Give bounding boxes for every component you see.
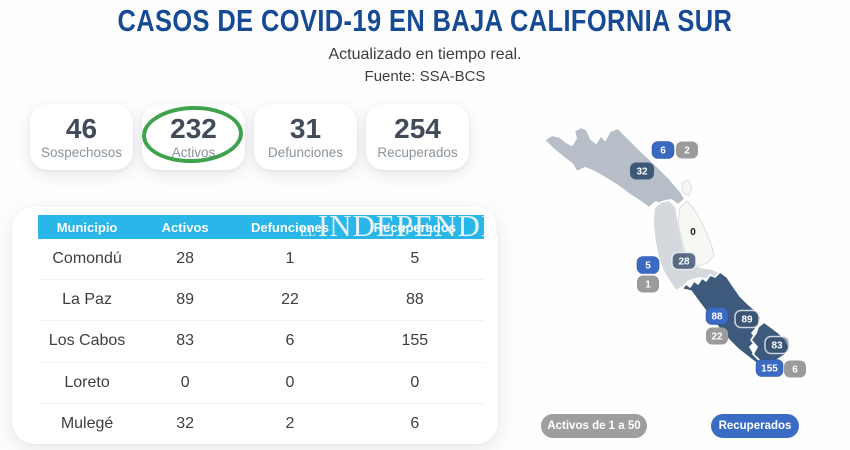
svg-text:155: 155 — [761, 364, 778, 375]
cell-activos: 28 — [176, 250, 195, 268]
stat-card-activos: 232 Activos — [142, 104, 245, 170]
cell-recuperados: 6 — [410, 415, 420, 433]
stat-card-defunciones: 31 Defunciones — [254, 104, 357, 170]
cell-recuperados: 155 — [401, 332, 429, 350]
stat-value: 46 — [65, 113, 98, 145]
table-row-loscabos: Los Cabos 83 6 155 — [38, 321, 484, 363]
table-row-comondu: Comondú 28 1 5 — [38, 239, 484, 281]
stat-label: Recuperados — [377, 144, 458, 160]
svg-text:88: 88 — [711, 312, 723, 323]
legend-button-recuperados[interactable]: Recuperados — [711, 414, 799, 438]
cell-defunciones: 22 — [281, 291, 299, 309]
cell-activos: 89 — [176, 291, 195, 309]
cell-defunciones: 2 — [285, 415, 295, 433]
cell-defunciones: 1 — [285, 250, 295, 268]
svg-text:6: 6 — [792, 365, 798, 376]
table-body: Comondú 28 1 5 La Paz 89 22 88 Los Cabos… — [38, 239, 484, 444]
map-badge-comondu-defunciones: 1 — [637, 275, 659, 293]
map-badge-loscabos-activos: 83 — [764, 335, 790, 355]
svg-text:89: 89 — [741, 315, 753, 326]
svg-text:1: 1 — [645, 280, 651, 291]
page-subtitle: Actualizado en tiempo real. — [328, 46, 522, 63]
stat-card-recuperados: 254 Recuperados — [366, 104, 469, 170]
stat-value: 31 — [289, 113, 322, 145]
data-source: Fuente: SSA-BCS — [364, 68, 486, 85]
cell-municipio: Loreto — [64, 373, 110, 391]
stat-card-sospechosos: 46 Sospechosos — [30, 104, 133, 170]
map-region-mulege[interactable] — [543, 126, 686, 209]
cell-municipio: Los Cabos — [48, 332, 126, 350]
col-header-municipio: Municipio — [56, 219, 118, 235]
map-region-loreto[interactable] — [677, 200, 715, 267]
table-row-loreto: Loreto 0 0 0 — [38, 363, 484, 404]
svg-text:28: 28 — [678, 257, 690, 268]
svg-text:2: 2 — [684, 146, 690, 157]
stat-label: Activos — [171, 144, 216, 160]
map-badge-mulege-activos: 32 — [630, 162, 654, 180]
map-region-loreto-sliver — [681, 179, 693, 197]
cell-municipio: La Paz — [62, 291, 112, 309]
svg-text:22: 22 — [711, 332, 723, 343]
municipality-table-card: Municipio Activos Defunciones Recuperado… — [12, 207, 498, 444]
stat-value: 254 — [394, 113, 441, 145]
col-header-recuperados: Recuperados — [373, 219, 457, 235]
map-badge-lapaz-defunciones: 22 — [706, 327, 728, 345]
map-badge-comondu-recuperados: 5 — [636, 256, 660, 274]
stat-label: Sospechosos — [40, 144, 123, 160]
cell-activos: 83 — [176, 332, 195, 350]
cell-activos: 0 — [180, 373, 190, 391]
map-badge-comondu-activos: 28 — [671, 251, 697, 271]
bcs-choropleth-map: 0 6 2 32 5 28 1 88 — [543, 126, 806, 378]
col-header-defunciones: Defunciones — [250, 219, 329, 235]
table-header-row: Municipio Activos Defunciones Recuperado… — [38, 215, 484, 239]
svg-text:6: 6 — [660, 146, 666, 157]
cell-defunciones: 0 — [285, 373, 295, 391]
cell-municipio: Comondú — [52, 250, 122, 268]
svg-text:83: 83 — [771, 341, 783, 352]
map-badge-mulege-defunciones: 2 — [676, 141, 698, 159]
map-badge-lapaz-recuperados: 88 — [705, 307, 729, 325]
cell-defunciones: 6 — [285, 332, 295, 350]
stat-value: 232 — [170, 113, 217, 145]
table-row-mulege: Mulegé 32 2 6 — [38, 404, 484, 444]
svg-text:32: 32 — [636, 167, 648, 178]
cell-municipio: Mulegé — [60, 415, 114, 433]
map-label-loreto-activos: 0 — [690, 227, 696, 238]
cell-recuperados: 5 — [410, 250, 420, 268]
table-row-lapaz: La Paz 89 22 88 — [38, 280, 484, 322]
map-badge-loscabos-defunciones: 6 — [784, 360, 806, 378]
stat-label: Defunciones — [267, 144, 344, 160]
map-badge-loscabos-recuperados: 155 — [755, 359, 784, 377]
page-title: CASOS DE COVID-19 EN BAJA CALIFORNIA SUR — [117, 3, 733, 38]
map-badge-mulege-recuperados: 6 — [651, 141, 675, 159]
svg-text:5: 5 — [645, 261, 651, 272]
stats-row: 46 Sospechosos 232 Activos 31 Defuncione… — [30, 104, 469, 170]
cell-activos: 32 — [176, 415, 195, 433]
cell-recuperados: 88 — [405, 291, 424, 309]
map-badge-lapaz-activos: 89 — [734, 309, 760, 329]
cell-recuperados: 0 — [410, 373, 420, 391]
col-header-activos: Activos — [161, 219, 209, 235]
legend-button-activos[interactable]: Activos de 1 a 50 — [541, 414, 647, 438]
